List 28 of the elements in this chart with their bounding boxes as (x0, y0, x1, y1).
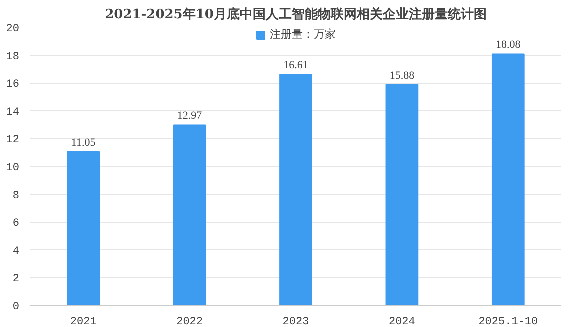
y-tick-label: 2 (12, 274, 20, 286)
y-tick-label: 16 (6, 79, 20, 92)
x-tick-label: 2024 (389, 316, 416, 327)
x-tick-label: 2023 (282, 316, 310, 327)
y-tick-label: 18 (6, 51, 20, 64)
bar (386, 84, 419, 306)
y-tick-label: 14 (6, 106, 20, 119)
bar (67, 151, 100, 306)
x-tick-label: 2022 (176, 316, 204, 327)
bar (492, 54, 525, 306)
y-tick-label: 4 (12, 246, 20, 258)
y-tick-label: 10 (6, 162, 20, 174)
bar (280, 74, 312, 306)
y-tick-label: 20 (6, 24, 20, 36)
data-label: 11.05 (71, 136, 96, 149)
y-tick-label: 0 (12, 302, 20, 314)
chart-title: 2021-2025年10月底中国人工智能物联网相关企业注册量统计图 (105, 6, 487, 22)
data-label: 16.61 (284, 60, 308, 72)
legend-label: 注册量：万家 (270, 28, 336, 42)
y-tick-label: 8 (12, 190, 20, 202)
y-tick-label: 6 (12, 218, 20, 230)
data-label: 18.08 (496, 39, 522, 52)
bar (173, 124, 206, 306)
x-tick-label: 2025.1-10 (478, 316, 538, 327)
y-tick-label: 12 (6, 134, 20, 147)
data-label: 15.88 (390, 70, 416, 82)
data-label: 12.97 (177, 110, 203, 122)
x-tick-label: 2021 (70, 316, 98, 327)
